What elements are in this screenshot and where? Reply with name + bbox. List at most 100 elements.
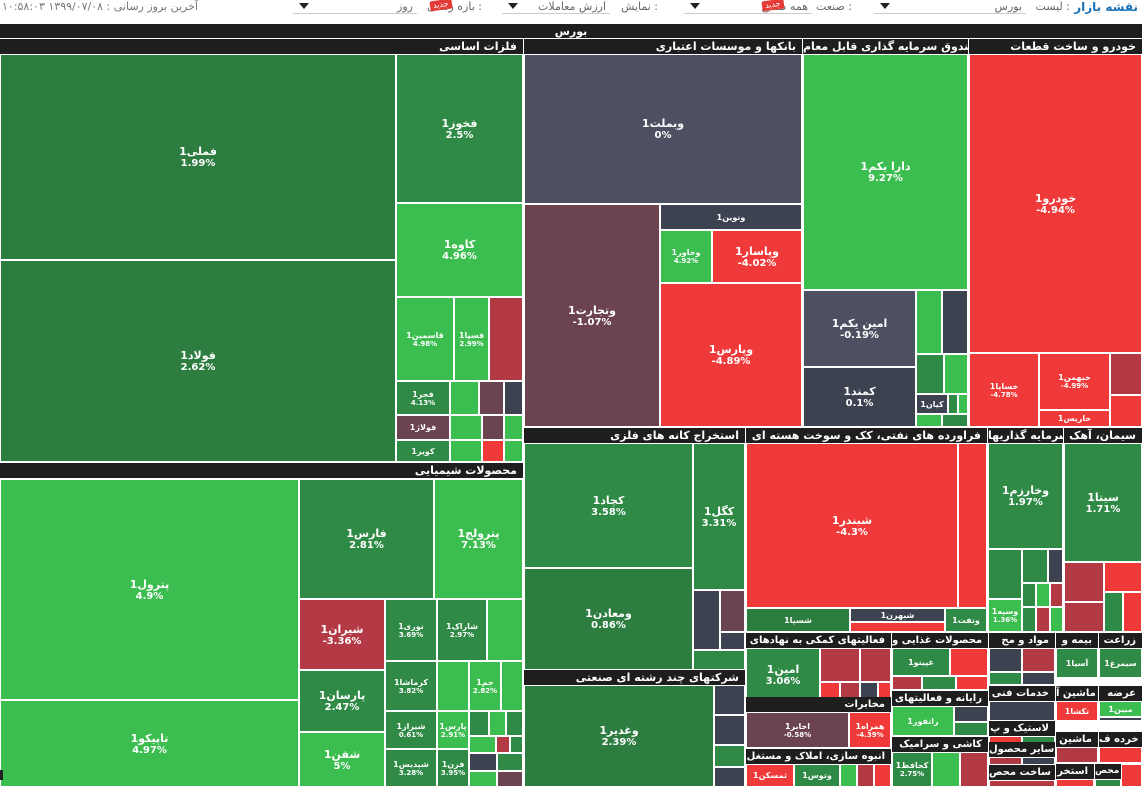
display-select[interactable]: ارزش معاملات <box>502 0 610 14</box>
stock-tile[interactable] <box>916 354 944 394</box>
stock-tile[interactable] <box>469 753 497 771</box>
stock-tile[interactable]: خودرو1 -4.94% <box>969 54 1142 353</box>
stock-tile[interactable]: ونوین1 <box>660 204 802 230</box>
stock-tile[interactable]: تاپیکو1 4.97% <box>0 700 299 787</box>
stock-tile[interactable]: خساپا1 -4.78% <box>969 353 1039 427</box>
sector-header-extract[interactable]: استخر <box>1056 764 1094 779</box>
stock-tile[interactable] <box>496 736 510 753</box>
stock-tile[interactable]: فخوز1 2.5% <box>396 54 523 203</box>
stock-tile[interactable] <box>1022 648 1055 672</box>
sector-header-mining[interactable]: استخراج کانه های فلزی <box>524 428 745 443</box>
stock-tile[interactable] <box>720 590 745 632</box>
stock-tile[interactable]: پارسان1 2.47% <box>299 670 385 732</box>
stock-tile[interactable]: کاوه1 4.96% <box>396 203 523 297</box>
stock-tile[interactable]: شبهرن1 <box>850 608 945 622</box>
stock-tile[interactable]: جم1 2.82% <box>469 661 501 711</box>
stock-tile[interactable] <box>1110 395 1142 427</box>
sector-header-machine[interactable]: ماشین آ <box>1056 686 1098 701</box>
stock-tile[interactable] <box>892 676 922 690</box>
stock-tile[interactable] <box>942 414 968 427</box>
stock-tile[interactable]: کیان1 <box>916 394 948 414</box>
app-logo[interactable]: نقشه بازار <box>1074 0 1138 14</box>
stock-tile[interactable]: سیتا1 1.71% <box>1064 443 1142 562</box>
stock-tile[interactable]: رانفور1 <box>892 706 954 736</box>
sector-header-metalprod[interactable]: ساخت محص <box>989 765 1055 780</box>
stock-tile[interactable]: کحافظ1 2.75% <box>892 752 932 787</box>
stock-tile[interactable] <box>1104 592 1123 632</box>
stock-tile[interactable]: امین یکم1 -0.19% <box>803 290 916 367</box>
stock-tile[interactable] <box>1022 549 1048 583</box>
sector-header-othergoods[interactable]: سایر محصول <box>989 742 1055 757</box>
stock-tile[interactable] <box>874 764 891 787</box>
stock-tile[interactable] <box>1022 757 1055 765</box>
sector-header-realestate[interactable]: انبوه سازی، املاک و مستغل <box>746 749 891 764</box>
sector-header-transport[interactable]: عرضه <box>1099 686 1142 701</box>
sector-header-insurance[interactable]: بیمه و <box>1056 633 1098 648</box>
stock-tile[interactable]: وغدیر1 2.39% <box>524 685 714 787</box>
stock-tile[interactable] <box>506 711 523 736</box>
stock-tile[interactable]: خاریس1 <box>1039 410 1110 427</box>
stock-tile[interactable]: وسپه1 1.36% <box>988 599 1022 632</box>
stock-tile[interactable]: کرماشا1 3.82% <box>385 661 437 711</box>
stock-tile[interactable] <box>720 632 745 650</box>
stock-tile[interactable]: کگل1 3.31% <box>693 443 745 590</box>
stock-tile[interactable] <box>501 661 523 711</box>
sector-header-chem[interactable]: محصولات شیمیایی <box>0 463 523 478</box>
stock-tile[interactable] <box>956 676 988 690</box>
stock-tile[interactable]: اخابر1 -0.58% <box>746 712 849 748</box>
stock-tile[interactable] <box>489 297 523 381</box>
stock-tile[interactable]: وخارزم1 1.97% <box>988 443 1063 549</box>
sector-header-misc[interactable]: س محص <box>1095 764 1121 779</box>
sector-header-materials[interactable]: مواد و مح <box>989 633 1055 648</box>
stock-tile[interactable]: وخاور1 4.92% <box>660 230 712 283</box>
stock-tile[interactable] <box>958 443 987 608</box>
sector-header-agri[interactable]: زراعت <box>1099 633 1142 648</box>
stock-tile[interactable]: قاسمین1 4.98% <box>396 297 454 381</box>
stock-tile[interactable]: پترول1 4.9% <box>0 479 299 700</box>
stock-tile[interactable] <box>857 764 874 787</box>
stock-tile[interactable] <box>1064 562 1104 602</box>
stock-tile[interactable]: پارس1 2.91% <box>437 711 469 749</box>
stock-tile[interactable] <box>497 753 523 771</box>
stock-tile[interactable] <box>1121 764 1142 787</box>
stock-tile[interactable] <box>714 745 745 767</box>
stock-tile[interactable] <box>989 757 1022 765</box>
stock-tile[interactable]: خبهمن1 -4.99% <box>1039 353 1110 410</box>
stock-tile[interactable]: وتوس1 <box>794 764 840 787</box>
stock-tile[interactable] <box>504 381 523 415</box>
stock-tile[interactable] <box>1104 562 1142 592</box>
sector-header-othermachine[interactable]: ماشین <box>1056 732 1098 747</box>
stock-tile[interactable]: فولاژ1 <box>396 415 450 440</box>
stock-tile[interactable] <box>954 722 988 736</box>
stock-tile[interactable]: فسپا1 2.99% <box>454 297 489 381</box>
stock-tile[interactable] <box>504 440 523 462</box>
sector-header-plastic[interactable]: لاستیک و پ <box>989 721 1055 736</box>
stock-tile[interactable] <box>944 354 968 394</box>
stock-tile[interactable] <box>950 648 988 676</box>
stock-tile[interactable]: سیمرغ1 <box>1099 648 1142 678</box>
stock-tile[interactable] <box>469 736 496 753</box>
stock-tile[interactable]: فارس1 2.81% <box>299 479 434 599</box>
stock-tile[interactable] <box>932 752 960 787</box>
stock-tile[interactable] <box>988 549 1022 599</box>
stock-tile[interactable]: شسپا1 <box>746 608 850 632</box>
stock-tile[interactable]: مبین1 <box>1099 701 1142 717</box>
stock-tile[interactable] <box>1056 747 1098 763</box>
stock-tile[interactable]: آسیا1 <box>1056 648 1098 678</box>
stock-tile[interactable] <box>487 599 523 661</box>
period-select[interactable]: روز <box>293 0 417 14</box>
stock-tile[interactable]: همراه1 -4.39% <box>849 712 891 748</box>
stock-tile[interactable] <box>948 394 958 414</box>
stock-tile[interactable] <box>469 771 497 787</box>
stock-tile[interactable] <box>1036 583 1050 607</box>
stock-tile[interactable] <box>820 648 860 682</box>
stock-tile[interactable] <box>989 701 1055 721</box>
sector-header-support[interactable]: فعالیتهای کمکی به نهادهای <box>746 633 891 648</box>
stock-tile[interactable] <box>922 676 956 690</box>
stock-tile[interactable]: غپینو1 <box>892 648 950 676</box>
stock-tile[interactable] <box>1064 602 1104 632</box>
stock-tile[interactable] <box>1110 353 1142 395</box>
stock-tile[interactable] <box>1036 607 1050 632</box>
stock-tile[interactable]: دارا یکم1 9.27% <box>803 54 968 290</box>
stock-tile[interactable] <box>693 650 745 670</box>
